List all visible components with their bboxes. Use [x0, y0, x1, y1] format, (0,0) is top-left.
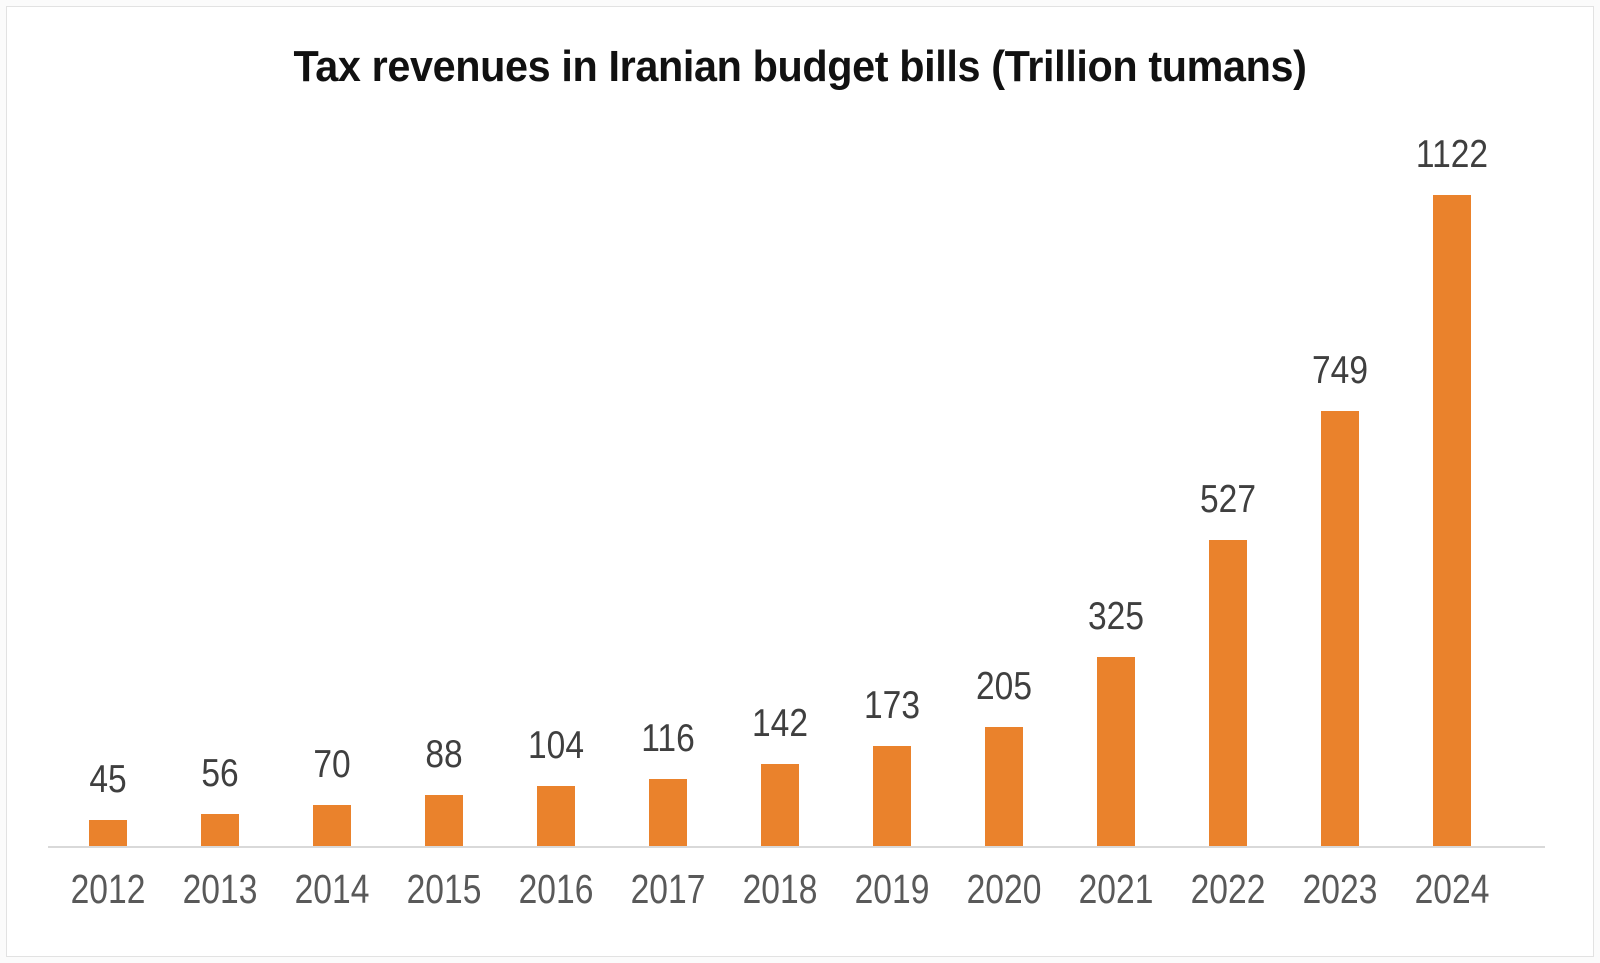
bar-group: 749 2023 [1284, 0, 1396, 963]
bar-group: 527 2022 [1172, 0, 1284, 963]
x-axis-tick-label: 2019 [854, 866, 930, 912]
bar-group: 70 2014 [276, 0, 388, 963]
x-axis-tick-label: 2018 [742, 866, 818, 912]
x-axis-line [48, 846, 1545, 848]
x-axis-tick-label: 2023 [1302, 866, 1378, 912]
x-axis-tick-label: 2017 [630, 866, 706, 912]
x-axis-tick-label: 2014 [294, 866, 370, 912]
x-axis-tick-label: 2024 [1414, 866, 1490, 912]
bar[interactable] [201, 814, 239, 846]
bar[interactable] [89, 820, 127, 846]
x-axis-tick-label: 2012 [70, 866, 146, 912]
bar-group: 104 2016 [500, 0, 612, 963]
bar[interactable] [1209, 540, 1247, 846]
bar[interactable] [873, 746, 911, 846]
bar-group: 173 2019 [836, 0, 948, 963]
bar[interactable] [1321, 411, 1359, 846]
x-axis-tick-label: 2013 [182, 866, 258, 912]
bar-group: 116 2017 [612, 0, 724, 963]
bar-value-label: 104 [528, 724, 584, 767]
bar-group: 1122 2024 [1396, 0, 1508, 963]
bar-group: 56 2013 [164, 0, 276, 963]
bar[interactable] [985, 727, 1023, 846]
bar-value-label: 70 [313, 743, 351, 786]
bar-value-label: 527 [1200, 478, 1256, 521]
bar-value-label: 325 [1088, 595, 1144, 638]
x-axis-tick-label: 2022 [1190, 866, 1266, 912]
bar-value-label: 56 [201, 752, 239, 795]
x-axis-tick-label: 2016 [518, 866, 594, 912]
bar-value-label: 173 [864, 684, 920, 727]
bar-value-label: 88 [425, 733, 463, 776]
bar[interactable] [649, 779, 687, 846]
bar-group: 88 2015 [388, 0, 500, 963]
bar-group: 142 2018 [724, 0, 836, 963]
bar-value-label: 142 [752, 702, 808, 745]
x-axis-tick-label: 2021 [1078, 866, 1154, 912]
x-axis-tick-label: 2015 [406, 866, 482, 912]
bar[interactable] [1433, 195, 1471, 846]
bar-group: 45 2012 [52, 0, 164, 963]
bar[interactable] [425, 795, 463, 846]
bar[interactable] [761, 764, 799, 846]
bar-value-label: 116 [641, 717, 695, 760]
bar-group: 205 2020 [948, 0, 1060, 963]
bar-value-label: 1122 [1415, 133, 1489, 176]
bar-value-label: 205 [976, 665, 1032, 708]
bar[interactable] [313, 805, 351, 846]
bar-group: 325 2021 [1060, 0, 1172, 963]
bar-value-label: 749 [1312, 349, 1368, 392]
chart-title: Tax revenues in Iranian budget bills (Tr… [293, 42, 1307, 91]
x-axis-tick-label: 2020 [966, 866, 1042, 912]
bar[interactable] [1097, 657, 1135, 846]
bar-value-label: 45 [89, 758, 127, 801]
bar[interactable] [537, 786, 575, 846]
